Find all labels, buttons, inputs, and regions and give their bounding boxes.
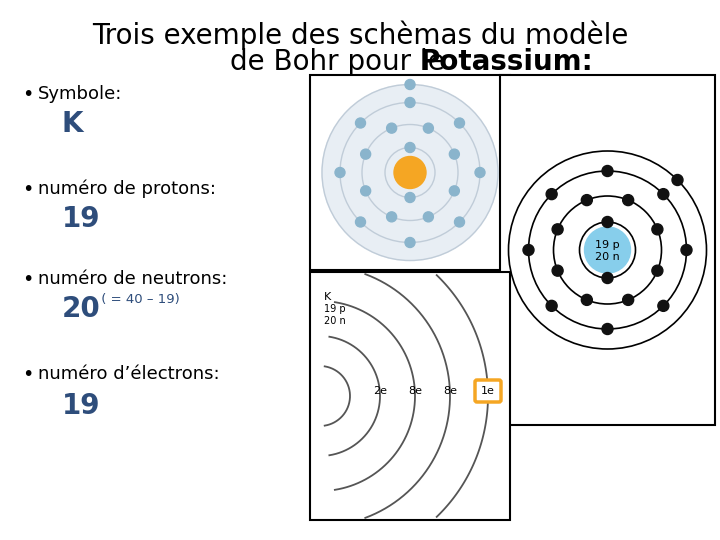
Text: 8e: 8e [443, 386, 457, 396]
Text: •: • [22, 365, 33, 384]
Text: 19: 19 [62, 392, 101, 420]
Circle shape [602, 165, 613, 177]
Circle shape [681, 245, 692, 255]
Bar [310, 272, 510, 520]
Circle shape [322, 84, 498, 260]
Circle shape [405, 238, 415, 247]
Circle shape [523, 245, 534, 255]
Circle shape [546, 300, 557, 312]
Text: de Bohr pour le: de Bohr pour le [230, 48, 454, 76]
Text: K: K [62, 110, 84, 138]
Circle shape [335, 167, 345, 178]
Circle shape [672, 174, 683, 186]
FancyBboxPatch shape [475, 380, 501, 402]
Circle shape [602, 323, 613, 334]
Circle shape [405, 79, 415, 90]
Text: 2e: 2e [373, 386, 387, 396]
Text: numéro de protons:: numéro de protons: [38, 180, 216, 199]
Text: K: K [324, 292, 331, 302]
Circle shape [552, 224, 563, 235]
Circle shape [658, 188, 669, 200]
Circle shape [652, 224, 663, 235]
Circle shape [387, 212, 397, 222]
Text: numéro d’électrons:: numéro d’électrons: [38, 365, 220, 383]
Circle shape [581, 294, 593, 306]
Text: •: • [22, 270, 33, 289]
Text: •: • [22, 85, 33, 104]
Circle shape [602, 273, 613, 284]
Circle shape [423, 123, 433, 133]
Circle shape [546, 188, 557, 200]
Text: 19 p: 19 p [324, 304, 346, 314]
Text: 20 n: 20 n [324, 316, 346, 326]
Circle shape [454, 217, 464, 227]
Bar [500, 75, 715, 425]
Circle shape [405, 143, 415, 152]
Circle shape [449, 186, 459, 196]
Text: 1e: 1e [481, 386, 495, 396]
Text: Trois exemple des schèmas du modèle: Trois exemple des schèmas du modèle [92, 20, 628, 50]
Circle shape [602, 217, 613, 227]
Circle shape [356, 118, 366, 128]
Circle shape [454, 118, 464, 128]
Text: 19: 19 [62, 205, 101, 233]
Circle shape [658, 300, 669, 312]
Circle shape [585, 227, 631, 273]
Circle shape [394, 157, 426, 188]
Text: 19 p: 19 p [595, 240, 620, 250]
Circle shape [475, 167, 485, 178]
Text: 20 n: 20 n [595, 252, 620, 262]
Circle shape [423, 212, 433, 222]
Circle shape [356, 217, 366, 227]
Circle shape [405, 192, 415, 202]
Text: numéro de neutrons:: numéro de neutrons: [38, 270, 228, 288]
Text: •: • [22, 180, 33, 199]
Text: Symbole:: Symbole: [38, 85, 122, 103]
Circle shape [362, 125, 458, 220]
Text: 8e: 8e [408, 386, 422, 396]
Circle shape [340, 103, 480, 242]
Circle shape [387, 123, 397, 133]
Text: Potassium:: Potassium: [420, 48, 594, 76]
Circle shape [552, 265, 563, 276]
Circle shape [623, 294, 634, 306]
Text: ( = 40 – 19): ( = 40 – 19) [97, 293, 180, 306]
Circle shape [449, 149, 459, 159]
Circle shape [581, 194, 593, 206]
Bar [310, 75, 510, 270]
Circle shape [652, 265, 663, 276]
Circle shape [361, 149, 371, 159]
Circle shape [623, 194, 634, 206]
Circle shape [385, 147, 435, 198]
Text: 20: 20 [62, 295, 101, 323]
Circle shape [405, 98, 415, 107]
Circle shape [361, 186, 371, 196]
